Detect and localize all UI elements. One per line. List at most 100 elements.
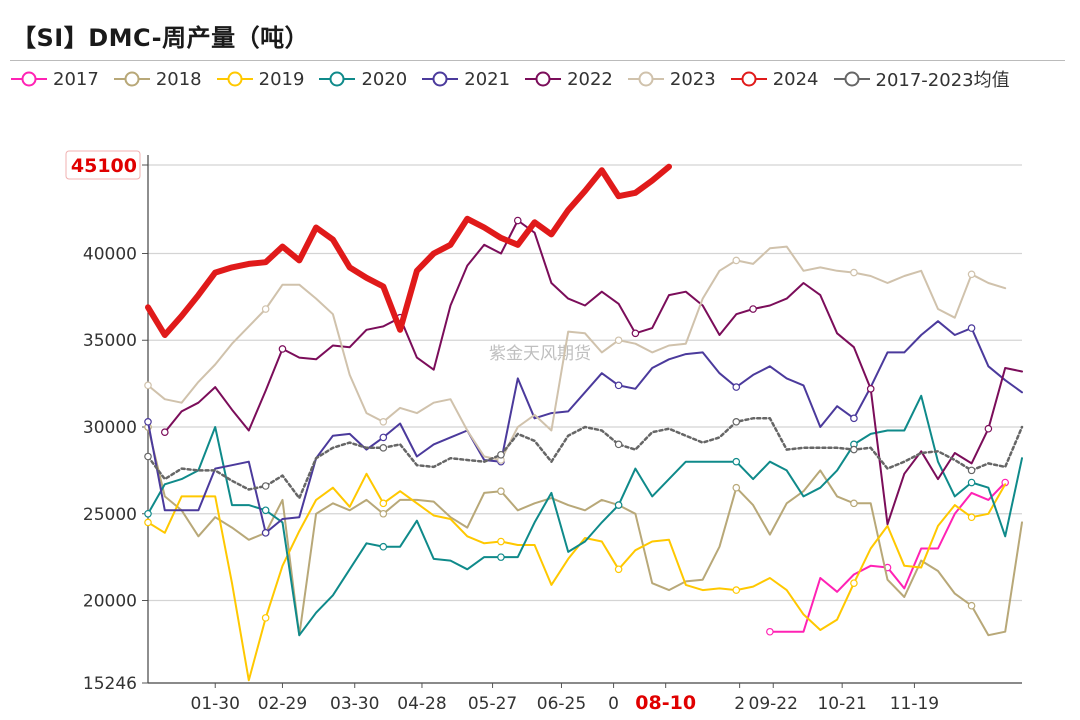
series-marker bbox=[850, 268, 858, 277]
x-tick-label: 06-25 bbox=[537, 694, 586, 714]
series-marker bbox=[967, 324, 976, 332]
x-tick-label: 0 bbox=[608, 694, 619, 714]
legend-label: 2020 bbox=[361, 68, 408, 90]
series-marker bbox=[379, 417, 388, 426]
series-marker bbox=[732, 457, 741, 466]
x-tick-label: 03-30 bbox=[330, 694, 379, 714]
series-marker bbox=[144, 518, 152, 527]
series-marker bbox=[144, 452, 152, 461]
legend-swatch-icon bbox=[113, 71, 150, 87]
series-marker bbox=[278, 345, 287, 353]
series-marker bbox=[967, 601, 976, 610]
series-line-2024 bbox=[145, 163, 672, 338]
chart-title: 【SI】DMC-周产量（吨） bbox=[12, 24, 310, 52]
series-marker bbox=[967, 466, 976, 475]
x-tick-label: 11-19 bbox=[890, 694, 939, 714]
series-marker bbox=[261, 506, 270, 515]
series-marker bbox=[261, 482, 270, 490]
series-marker bbox=[379, 444, 388, 452]
series-line-2021 bbox=[147, 320, 1023, 534]
x-tick-label: 10-21 bbox=[817, 694, 866, 714]
legend-swatch-icon bbox=[525, 71, 562, 87]
series-marker bbox=[614, 565, 623, 574]
series-marker bbox=[732, 417, 741, 426]
legend-label: 2021 bbox=[464, 68, 511, 90]
series-marker bbox=[497, 487, 505, 496]
series-marker bbox=[261, 529, 270, 537]
legend-item-2017[interactable]: 2017 bbox=[10, 69, 99, 90]
legend-item-2018[interactable]: 2018 bbox=[113, 69, 202, 90]
legend-label: 2023 bbox=[669, 68, 716, 90]
series-marker bbox=[866, 385, 875, 393]
series-line-2018 bbox=[147, 426, 1023, 637]
series-marker bbox=[850, 414, 858, 423]
series-marker bbox=[614, 381, 623, 390]
legend-label: 2024 bbox=[772, 68, 819, 90]
legend-item-2020[interactable]: 2020 bbox=[318, 69, 407, 90]
y-tick-label-highlight: 45100 bbox=[71, 155, 137, 177]
series-marker bbox=[379, 542, 388, 551]
legend-item-2022[interactable]: 2022 bbox=[524, 69, 613, 90]
legend-swatch-icon bbox=[216, 71, 253, 87]
series-marker bbox=[732, 586, 741, 594]
x-tick-label: 09-22 bbox=[749, 694, 798, 714]
legend-swatch-icon bbox=[627, 71, 664, 87]
y-tick-label: 20000 bbox=[83, 592, 137, 612]
series-marker bbox=[513, 216, 522, 225]
series-marker bbox=[144, 381, 152, 390]
series-marker bbox=[614, 336, 623, 345]
legend-item-2021[interactable]: 2021 bbox=[421, 69, 510, 90]
series-marker bbox=[497, 553, 505, 561]
legend-item-2023[interactable]: 2023 bbox=[627, 69, 716, 90]
title-divider bbox=[10, 60, 1065, 61]
x-tick-label: 05-27 bbox=[468, 694, 517, 714]
series-marker bbox=[967, 270, 976, 279]
x-tick-label: 01-30 bbox=[191, 694, 240, 714]
series-marker bbox=[631, 329, 640, 338]
series-marker bbox=[261, 614, 270, 622]
legend-item-2019[interactable]: 2019 bbox=[216, 68, 305, 90]
series-marker bbox=[379, 433, 388, 442]
legend-swatch-icon bbox=[422, 71, 459, 87]
series-line-2017 bbox=[768, 481, 1007, 633]
series-marker bbox=[850, 445, 858, 454]
series-marker bbox=[614, 501, 623, 509]
x-tick-label: 02-29 bbox=[258, 694, 307, 714]
chart-legend: 2017 2018 2019 2020 2021 2022 2023 2024 2017-202… bbox=[10, 64, 1075, 94]
y-tick-label: 25000 bbox=[83, 505, 137, 525]
legend-label: 2018 bbox=[155, 68, 202, 90]
y-tick-label: 15246 bbox=[83, 674, 137, 694]
y-tick-label: 30000 bbox=[83, 418, 137, 438]
legend-swatch-icon bbox=[11, 71, 47, 87]
series-marker bbox=[732, 483, 741, 492]
legend-label: 2019 bbox=[258, 68, 305, 90]
legend-label: 2022 bbox=[567, 68, 613, 90]
x-tick-label: 04-28 bbox=[397, 694, 446, 714]
series-line-2019 bbox=[147, 472, 1007, 682]
series-marker bbox=[144, 509, 152, 518]
legend-item-2024[interactable]: 2024 bbox=[730, 69, 819, 90]
series-line-2023 bbox=[147, 245, 1007, 461]
series-line-2022 bbox=[163, 219, 1023, 526]
series-marker bbox=[144, 417, 152, 426]
series-marker bbox=[379, 499, 388, 508]
legend-swatch-icon bbox=[730, 71, 767, 87]
legend-label: 2017-2023均值 bbox=[875, 70, 1010, 91]
legend-item-20172023[interactable]: 2017-2023均值 bbox=[833, 66, 1010, 92]
x-tick-label: 2 bbox=[734, 694, 745, 714]
x-tick-label-highlight: 08-10 bbox=[635, 692, 696, 714]
series-marker bbox=[967, 478, 976, 487]
series-marker bbox=[497, 537, 505, 546]
series-marker bbox=[850, 499, 858, 508]
series-marker bbox=[261, 305, 270, 313]
series-marker bbox=[766, 627, 774, 636]
series-marker bbox=[614, 440, 623, 449]
legend-label: 2017 bbox=[53, 68, 99, 90]
y-tick-label: 40000 bbox=[83, 244, 137, 264]
series-marker bbox=[984, 424, 993, 433]
series-marker bbox=[850, 579, 858, 587]
series-marker bbox=[749, 305, 757, 313]
series-marker bbox=[732, 256, 741, 265]
y-highlight-box bbox=[65, 150, 141, 180]
